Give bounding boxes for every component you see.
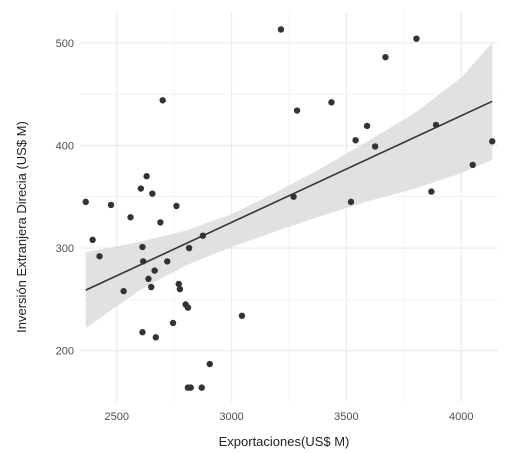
data-point [293,107,301,114]
data-point [413,35,420,42]
y-tick-label: 500 [56,38,74,50]
data-point [489,138,496,145]
data-point [164,258,171,265]
data-point [139,329,146,336]
data-point [169,319,177,327]
data-point [198,384,205,391]
data-point [107,201,115,209]
data-point [185,244,193,252]
data-point [187,384,194,391]
data-point [277,26,285,33]
data-point [82,198,89,206]
data-point [363,122,371,130]
data-point [173,202,180,210]
data-point [238,312,246,319]
y-tick-label: 300 [56,243,74,255]
data-point [147,283,155,291]
x-axis-title: Exportaciones(US$ M) [219,434,350,449]
data-point [176,285,184,293]
points-layer [82,26,496,391]
y-tick-label: 200 [56,346,74,358]
tick-labels: 2500 3000 3500 4000 200 300 400 500 [56,38,474,423]
x-tick-label: 3000 [219,411,243,423]
data-point [159,97,166,104]
confidence-band-layer [85,42,493,329]
data-point [157,219,164,226]
x-tick-label: 4000 [449,411,473,423]
data-point [382,53,389,61]
trend-line [85,100,493,291]
data-point [137,185,145,192]
data-point [149,190,156,197]
y-tick-label: 400 [56,140,74,152]
data-point [143,173,150,180]
trend-line-layer [85,100,493,291]
data-point [139,243,146,251]
data-point [152,334,159,341]
data-point [328,99,335,106]
x-tick-label: 2500 [105,411,129,423]
data-point [127,214,134,221]
data-point [347,198,355,206]
data-point [89,236,96,244]
data-point [96,253,103,260]
y-axis-title: Inversión Extranjera Direcia (US$ M) [14,121,29,333]
data-point [151,267,158,274]
x-tick-label: 3500 [334,411,358,423]
data-point [145,275,152,283]
data-point [175,280,182,288]
data-point [428,188,435,195]
confidence-band [85,42,493,329]
data-point [352,137,359,144]
data-point [206,360,213,368]
data-point [120,287,127,295]
data-point [469,161,476,169]
data-point [184,304,192,311]
data-point [371,143,379,150]
